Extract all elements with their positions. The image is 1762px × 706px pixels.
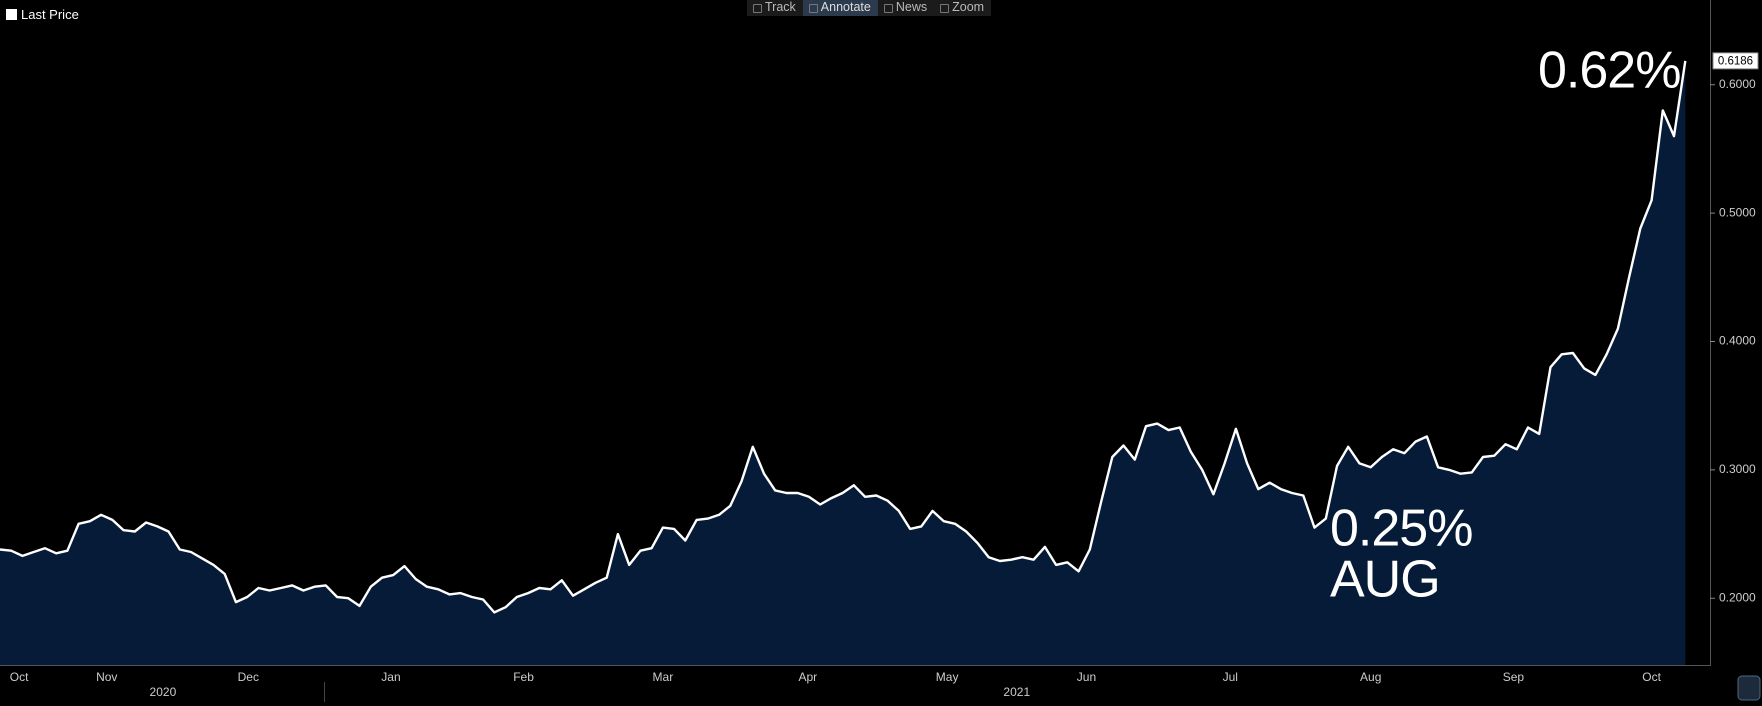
last-price-label: 0.6186: [1718, 55, 1753, 67]
x-tick-label: Mar: [653, 670, 674, 684]
legend-label: Last Price: [21, 7, 79, 22]
toolbar-button[interactable]: Zoom: [934, 0, 991, 16]
corner-icon[interactable]: [1737, 675, 1761, 701]
x-tick-label: Dec: [238, 670, 259, 684]
x-tick-label: Oct: [10, 670, 29, 684]
x-tick-label: Jan: [381, 670, 400, 684]
price-line: [0, 60, 1687, 614]
toolbar: Track Annotate News Zoom: [747, 0, 992, 16]
y-tick-label: 0.3000: [1719, 462, 1756, 476]
area-fill: [0, 60, 1686, 665]
x-tick-label: Jun: [1077, 670, 1096, 684]
legend: Last Price: [6, 7, 79, 22]
x-tick-label: May: [936, 670, 959, 684]
x-tick-label: Aug: [1360, 670, 1381, 684]
x-tick-label: Oct: [1642, 670, 1661, 684]
x-tick-label: Nov: [96, 670, 117, 684]
year-label: 2020: [150, 685, 177, 699]
legend-swatch: [6, 9, 17, 20]
x-tick-label: Jul: [1223, 670, 1238, 684]
last-price-box: [1712, 52, 1759, 70]
toolbar-button[interactable]: Track: [747, 0, 803, 16]
annotation: 0.25%: [1330, 500, 1472, 558]
annotation: 0.62%: [1538, 42, 1680, 100]
toolbar-button[interactable]: Annotate: [802, 0, 878, 16]
y-tick-label: 0.4000: [1719, 334, 1756, 348]
x-tick-label: Sep: [1503, 670, 1525, 684]
x-tick-label: Feb: [513, 670, 534, 684]
x-tick-label: Apr: [798, 670, 817, 684]
year-label: 2021: [1003, 685, 1030, 699]
y-tick-label: 0.6000: [1719, 77, 1756, 91]
y-tick-label: 0.5000: [1719, 205, 1756, 219]
toolbar-button[interactable]: News: [878, 0, 934, 16]
y-tick-label: 0.2000: [1719, 590, 1756, 604]
annotation: AUG: [1330, 551, 1440, 609]
